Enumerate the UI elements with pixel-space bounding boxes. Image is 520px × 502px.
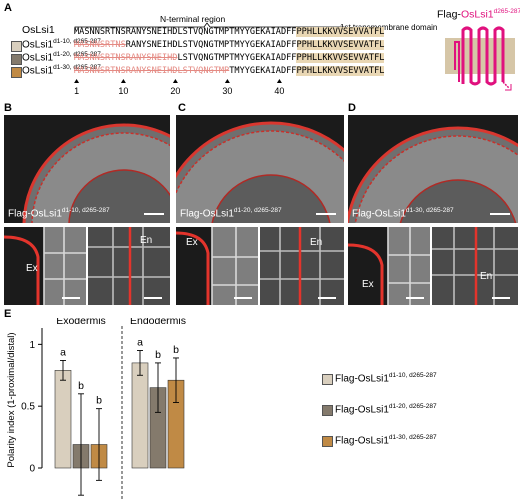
position-tick-label: 10 — [118, 86, 128, 96]
micrograph-d-exodermis: Ex — [348, 227, 430, 305]
construct-title: Flag-OsLsi1d265-287 — [437, 8, 520, 21]
caption-b: Flag-OsLsi1d1-10, d265-287 — [8, 206, 110, 219]
sequence-variant-1: MASNNSRTNSRANYSNEIHDLSTVQNGTMPTMYYGEKAIA… — [74, 40, 385, 50]
variant-swatch-3 — [11, 67, 22, 78]
micrograph-c-overview: Flag-OsLsi1d1-20, d265-287 — [176, 115, 344, 223]
position-tick-mark — [276, 79, 282, 83]
membrane-topology-diagram — [445, 26, 515, 91]
y-tick-label: 0.5 — [21, 402, 35, 413]
scalebar-b-en — [144, 297, 162, 299]
y-axis-label: Polarity index (1-proximal/distal) — [6, 332, 17, 467]
legend-item-2: Flag-OsLsi1d1-20, d265-287 — [335, 403, 437, 416]
panel-e-letter: E — [4, 308, 12, 320]
micrograph-b-endodermis: En — [88, 227, 170, 305]
significance-letter: b — [78, 380, 84, 392]
micrograph-c-endodermis: En — [260, 227, 344, 305]
scalebar-d-ex — [406, 297, 424, 299]
legend-swatch-1 — [322, 374, 333, 385]
y-tick-label: 0 — [29, 464, 35, 475]
significance-letter: b — [173, 344, 179, 356]
position-tick-mark — [120, 79, 126, 83]
variant-swatch-1 — [11, 41, 22, 52]
zoom-label-c-ex: Ex — [186, 237, 198, 248]
position-tick-label: 1 — [74, 86, 79, 96]
legend-item-3: Flag-OsLsi1d1-30, d265-287 — [335, 434, 437, 447]
position-ticks: 1 10 20 30 40 — [74, 79, 284, 96]
group-label: Exodermis — [56, 318, 106, 327]
micrograph-d-overview: Flag-OsLsi1d1-30, d265-287 — [348, 115, 518, 223]
significance-letter: b — [96, 395, 102, 407]
scalebar-d-en — [492, 297, 510, 299]
significance-letter: a — [60, 346, 66, 358]
significance-letter: b — [155, 349, 161, 361]
variant-swatch-2 — [11, 54, 22, 65]
wildtype-label: OsLsi1 — [22, 24, 55, 36]
group-label: Endodermis — [130, 318, 186, 327]
legend-item-1: Flag-OsLsi1d1-10, d265-287 — [335, 372, 437, 385]
zoom-label-d-en: En — [480, 271, 493, 282]
scalebar-c-en — [318, 297, 336, 299]
scalebar-c-ex — [234, 297, 252, 299]
position-tick-mark — [224, 79, 230, 83]
micrograph-d-endodermis: En — [432, 227, 518, 305]
polarity-index-chart: 0 0.5 1 Polarity index (1-proximal/distal) E… — [6, 318, 186, 500]
nterm-region-label: N-terminal region — [160, 14, 226, 24]
position-tick-mark — [74, 79, 80, 83]
variant-label-1: OsLsi1d1-10, d265-287 — [22, 38, 101, 51]
variant-label-2: OsLsi1d1-20, d265-287 — [22, 51, 101, 64]
micrograph-c-exodermis: Ex — [176, 227, 258, 305]
y-tick-label: 1 — [29, 340, 35, 351]
panel-b-letter: B — [4, 102, 12, 114]
panel-a-letter: A — [4, 2, 12, 14]
zoom-label-c-en: En — [310, 237, 323, 248]
position-tick-mark — [172, 79, 178, 83]
panel-c-letter: C — [178, 102, 186, 114]
scalebar-b-overview — [144, 213, 164, 215]
tm-domain-label: 1st transmembrane domain — [340, 23, 438, 32]
micrograph-b-overview: Flag-OsLsi1d1-10, d265-287 — [4, 115, 170, 223]
scalebar-b-ex — [62, 297, 80, 299]
caption-d: Flag-OsLsi1d1-30, d265-287 — [352, 206, 454, 219]
zoom-label-b-ex: Ex — [26, 263, 38, 274]
legend-swatch-2 — [322, 405, 333, 416]
bar — [54, 370, 72, 469]
panel-d-letter: D — [348, 102, 356, 114]
sequence-variant-2: MASNNSRTNSRANYSNEIHDLSTVQNGTMPTMYYGEKAIA… — [74, 53, 385, 63]
position-tick-label: 40 — [274, 86, 284, 96]
legend-swatch-3 — [322, 436, 333, 447]
significance-letter: a — [137, 337, 143, 349]
variant-label-3: OsLsi1d1-30, d265-287 — [22, 64, 101, 77]
zoom-label-d-ex: Ex — [362, 279, 374, 290]
scalebar-d-overview — [490, 213, 510, 215]
position-tick-label: 30 — [222, 86, 232, 96]
sequence-variant-3: MASNNSRTNSRANYSNEIHDLSTVQNGTMPTMYYGEKAIA… — [74, 66, 385, 76]
bar — [131, 362, 149, 469]
zoom-label-b-en: En — [140, 235, 153, 246]
micrograph-b-exodermis: Ex — [4, 227, 86, 305]
scalebar-c-overview — [316, 213, 336, 215]
position-tick-label: 20 — [170, 86, 180, 96]
caption-c: Flag-OsLsi1d1-20, d265-287 — [180, 206, 282, 219]
sequence-wildtype: MASNNSRTNSRANYSNEIHDLSTVQNGTMPTMYYGEKAIA… — [74, 27, 385, 37]
